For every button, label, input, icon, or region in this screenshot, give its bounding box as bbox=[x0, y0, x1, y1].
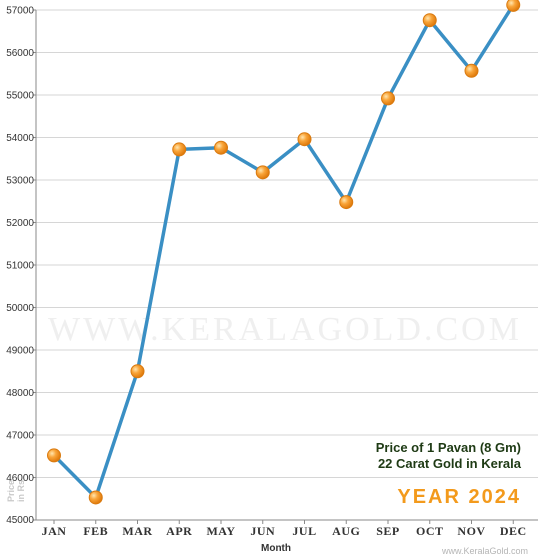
x-tick-label: AUG bbox=[332, 524, 360, 538]
watermark-text: WWW.KERALAGOLD.COM bbox=[48, 311, 522, 348]
x-tick-label: DEC bbox=[500, 524, 527, 538]
credit-link[interactable]: www.KeralaGold.com bbox=[441, 546, 528, 556]
data-point-jun[interactable] bbox=[255, 165, 270, 180]
y-tick-labels: 45000 46000 47000 48000 49000 50000 51000 52000… bbox=[6, 6, 36, 526]
y-tick-label: 46000 bbox=[6, 473, 34, 484]
x-tick-label: SEP bbox=[376, 524, 400, 538]
x-tick-label: JAN bbox=[42, 524, 67, 538]
x-tick-label: OCT bbox=[416, 524, 444, 538]
y-tick-label: 50000 bbox=[6, 303, 34, 314]
x-tick-label: FEB bbox=[83, 524, 108, 538]
y-tick-label: 52000 bbox=[6, 218, 34, 229]
x-tick-label: NOV bbox=[457, 524, 485, 538]
data-point-jan[interactable] bbox=[47, 448, 61, 463]
x-tick-labels: JAN FEB MAR APR MAY JUN JUL AUG SEP OCT NOV DEC bbox=[42, 520, 527, 538]
data-point-may[interactable] bbox=[214, 140, 228, 155]
x-tick-label: JUN bbox=[250, 524, 275, 538]
y-axis-label-line1: Price bbox=[6, 480, 16, 502]
data-point-apr[interactable] bbox=[172, 142, 187, 157]
x-tick-label: MAY bbox=[206, 524, 235, 538]
data-point-sep[interactable] bbox=[381, 91, 395, 106]
y-tick-label: 55000 bbox=[6, 91, 34, 102]
series-line bbox=[52, 3, 515, 500]
data-point-dec[interactable] bbox=[506, 0, 521, 12]
x-tick-label: JUL bbox=[292, 524, 316, 538]
y-tick-label: 49000 bbox=[6, 346, 34, 357]
y-tick-label: 57000 bbox=[6, 6, 34, 17]
y-tick-label: 51000 bbox=[6, 261, 34, 272]
y-tick-label: 53000 bbox=[6, 176, 34, 187]
x-tick-label: APR bbox=[166, 524, 192, 538]
x-axis-title: Month bbox=[261, 543, 291, 554]
data-point-mar[interactable] bbox=[130, 364, 145, 379]
y-tick-label: 48000 bbox=[6, 388, 34, 399]
data-point-oct[interactable] bbox=[422, 13, 437, 28]
y-tick-label: 54000 bbox=[6, 133, 34, 144]
data-point-aug[interactable] bbox=[339, 195, 354, 210]
gridlines bbox=[36, 9, 538, 478]
legend-line1: Price of 1 Pavan (8 Gm) bbox=[376, 440, 521, 455]
legend-line2: 22 Carat Gold in Kerala bbox=[378, 456, 522, 471]
data-point-jul[interactable] bbox=[297, 132, 312, 147]
year-label: YEAR 2024 bbox=[397, 486, 521, 508]
series-markers bbox=[47, 0, 521, 505]
data-point-feb[interactable] bbox=[88, 490, 103, 505]
y-tick-label: 47000 bbox=[6, 431, 34, 442]
price-series-line bbox=[52, 3, 515, 500]
x-tick-label: MAR bbox=[122, 524, 152, 538]
y-tick-label: 56000 bbox=[6, 48, 34, 59]
data-point-nov[interactable] bbox=[464, 63, 479, 78]
y-axis-label-line2: in Rs bbox=[16, 480, 26, 502]
y-tick-label: 45000 bbox=[6, 515, 34, 526]
